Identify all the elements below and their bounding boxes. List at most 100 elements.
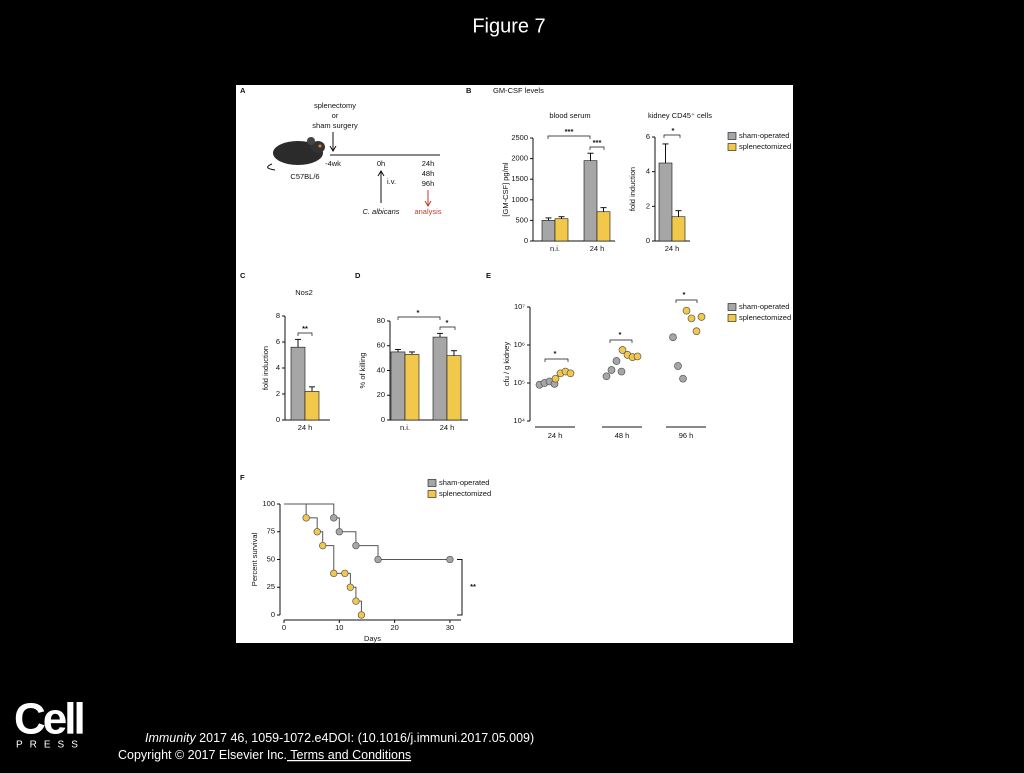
y-axis-label: fold induction — [628, 167, 637, 211]
x-tick-label: 24 h — [665, 244, 680, 253]
significance: * — [672, 126, 675, 135]
panel-letter: F — [240, 473, 245, 482]
legend-label: sham-operated — [739, 302, 789, 311]
y-tick-label: 0 — [381, 415, 385, 424]
y-tick-label: 0 — [276, 415, 280, 424]
point — [319, 541, 327, 550]
y-tick-label: 2000 — [511, 154, 528, 163]
mouse-head — [311, 141, 325, 153]
diagram-label: C. albicans — [362, 207, 399, 216]
point — [352, 597, 360, 605]
significance: * — [683, 290, 686, 299]
panel-letter: A — [240, 86, 246, 95]
significance: *** — [565, 127, 574, 136]
significance: * — [554, 349, 557, 358]
y-tick-label: 6 — [276, 337, 280, 346]
x-tick-label: 24 h — [590, 244, 605, 253]
diagram-label: 96h — [422, 179, 435, 188]
point — [633, 352, 642, 361]
y-tick-label: 8 — [276, 311, 280, 320]
point — [566, 369, 575, 378]
bracket — [547, 135, 591, 139]
point — [679, 374, 687, 383]
bar — [596, 211, 611, 242]
significance: * — [446, 318, 449, 327]
y-tick-label: 100 — [262, 499, 275, 508]
y-tick-label: 0 — [271, 610, 275, 619]
y-tick-label: 40 — [377, 365, 385, 374]
panel-letter: B — [466, 86, 472, 95]
point — [687, 314, 696, 323]
y-tick-label: 75 — [267, 527, 275, 536]
legend-label: splenectomized — [739, 142, 791, 151]
diagram-label: sham surgery — [312, 121, 358, 130]
point — [341, 569, 349, 578]
bar — [290, 346, 306, 421]
diagram-label: i.v. — [387, 177, 396, 186]
panel-heading: GM-CSF levels — [493, 86, 544, 95]
diagram-label: -4wk — [325, 159, 341, 168]
bar — [658, 162, 673, 242]
y-tick-label: 20 — [377, 390, 385, 399]
x-axis-label: Days — [364, 634, 381, 643]
y-tick-label: 10⁵ — [514, 378, 525, 387]
x-tick-label: n.i. — [400, 423, 410, 432]
bracket — [544, 358, 569, 362]
copyright-text: Copyright © 2017 Elsevier Inc. — [118, 748, 287, 762]
significance: * — [619, 330, 622, 339]
point — [612, 357, 621, 365]
journal: Immunity — [145, 731, 196, 745]
legend-swatch — [727, 314, 737, 322]
point — [330, 514, 338, 522]
diagram — [267, 132, 440, 207]
bracket — [663, 134, 681, 138]
y-tick-label: 500 — [515, 215, 528, 224]
x-tick-label: 96 h — [679, 431, 694, 440]
y-axis-label: % of killing — [358, 353, 367, 389]
y-tick-label: 0 — [524, 236, 528, 245]
y-tick-label: 10⁶ — [514, 340, 525, 349]
bracket — [589, 146, 605, 150]
point — [346, 583, 355, 591]
x-tick-label: 24 h — [440, 423, 455, 432]
point — [692, 327, 701, 336]
legend-swatch — [727, 132, 737, 140]
mouse-tail — [267, 163, 276, 171]
legend-label: sham-operated — [739, 131, 789, 140]
point — [602, 372, 611, 381]
chart-title: Nos2 — [295, 288, 313, 297]
legend-swatch — [427, 479, 437, 487]
figure-panel — [236, 85, 793, 643]
y-tick-label: 0 — [646, 236, 650, 245]
panel-letter: E — [486, 271, 491, 280]
y-axis-label: Percent survival — [250, 532, 259, 586]
point — [682, 306, 691, 315]
y-tick-label: 2 — [646, 201, 650, 210]
bar — [554, 218, 569, 242]
x-tick-label: 20 — [390, 623, 398, 632]
bar — [446, 355, 462, 421]
point — [446, 555, 454, 564]
significance: ** — [470, 582, 476, 591]
arrow — [329, 132, 337, 152]
x-tick-label: 10 — [335, 623, 343, 632]
y-tick-label: 10⁴ — [513, 416, 525, 425]
y-axis-label: fold induction — [261, 346, 270, 390]
bracket — [609, 339, 633, 343]
point — [357, 611, 366, 619]
point — [669, 333, 677, 342]
citation: Immunity 2017 46, 1059-1072.e4DOI: (10.1… — [145, 731, 534, 745]
diagram-label: C57BL/6 — [290, 172, 319, 181]
bracket — [675, 299, 698, 303]
bar — [671, 216, 686, 242]
point — [335, 528, 343, 536]
y-tick-label: 10⁷ — [514, 302, 525, 311]
legend-swatch — [727, 303, 737, 311]
diagram-label: 48h — [422, 169, 435, 178]
point — [374, 555, 382, 564]
mouse-eye — [318, 144, 322, 148]
point — [551, 374, 560, 383]
terms-link[interactable]: Terms and Conditions — [287, 748, 411, 762]
legend-swatch — [427, 490, 437, 498]
